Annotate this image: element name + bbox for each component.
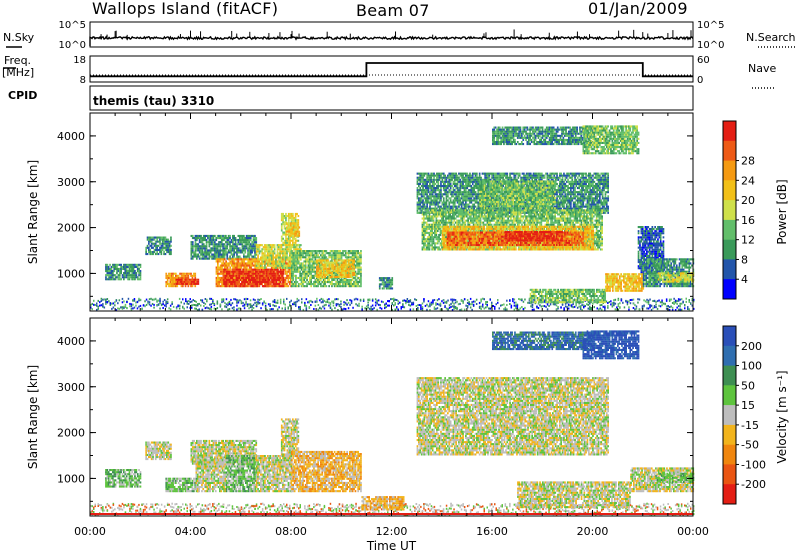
power-panel-colorbar-swatch [723,259,736,280]
velocity-panel-xtick-label: 08:00 [275,525,307,538]
velocity-panel-colorbar-label: -200 [741,478,766,491]
cpid-label: CPID [8,90,37,102]
velocity-panel-xtick-label: 16:00 [476,525,508,538]
power-panel-colorbar-swatch [723,219,736,241]
freq-ytick-top: 18 [73,55,86,66]
velocity-panel-colorbar-swatch [723,464,736,485]
velocity-panel-colorbar-swatch [723,424,736,446]
frequency-series-line [90,62,693,78]
noise-ytick-top: 10^5 [59,20,86,31]
power-panel-colorbar-label: 20 [741,194,755,207]
power-panel-ytick-label: 2000 [57,222,85,235]
power-panel-ytick-label: 4000 [57,130,85,143]
velocity-panel-cells [90,330,695,517]
velocity-panel-ytick-label: 2000 [57,427,85,440]
velocity-panel-colorbar-swatch [723,444,736,465]
power-panel-colorbar-label: 24 [741,174,755,187]
power-panel-colorbar-swatch [723,200,736,221]
nsky-series-line [89,35,694,46]
velocity-panel-colorbar-label: -100 [741,458,766,471]
noise-panel-frame [89,21,694,48]
velocity-panel-colorbar-swatch [723,405,736,426]
freq-ytick-bottom: 8 [80,75,86,86]
velocity-panel-colorbar-swatch [723,326,736,347]
velocity-panel-xlabel: Time UT [366,539,417,553]
velocity-panel-xtick-label: 12:00 [376,525,408,538]
power-panel-colorbar-label: 4 [741,273,748,286]
velocity-panel-colorbar-swatch [723,345,736,367]
velocity-panel-colorbar-label: 15 [741,399,755,412]
velocity-panel-colorbar-label: 50 [741,379,755,392]
power-panel-colorbar-swatch [723,160,736,181]
noise-ytick-right-bottom: 10^0 [697,40,724,51]
power-panel-colorbar-swatch [723,279,736,300]
power-panel-colorbar-frame [722,120,737,300]
power-panel-colorbar-swatch [723,239,736,260]
beam-title: Beam 07 [356,2,430,20]
freq-label: Freq. [4,55,31,67]
velocity-panel-colorbar-swatch [723,484,736,505]
power-panel-ytick-label: 1000 [57,267,85,280]
power-panel-colorbar-label: 16 [741,214,755,227]
date-title: 01/Jan/2009 [588,0,688,18]
power-panel-cells [90,125,695,312]
power-panel-ytick-label: 3000 [57,176,85,189]
power-panel-colorbar-label: 8 [741,253,748,266]
velocity-panel-colorbar-swatch [723,365,736,386]
power-panel-ylabel: Slant Range [km] [26,160,40,264]
velocity-panel-ytick-label: 1000 [57,472,85,485]
velocity-panel-ytick-label: 4000 [57,335,85,348]
power-panel-colorbar-title: Power [dB] [775,179,789,244]
velocity-panel-xtick-label: 00:00 [74,525,106,538]
velocity-panel-colorbar-swatch [723,385,736,406]
velocity-panel-xtick-label: 00:00 [677,525,709,538]
velocity-panel-colorbar-frame [722,325,737,505]
velocity-panel-colorbar-title: Velocity [m s⁻¹] [775,370,789,463]
noise-ytick-bottom: 10^0 [59,40,86,51]
power-panel-colorbar-swatch [723,121,736,142]
nave-ytick-bottom: 0 [697,75,703,86]
nsearch-label: N.Search [746,32,796,44]
power-panel-colorbar-label: 12 [741,234,755,247]
velocity-panel-xtick-label: 20:00 [577,525,609,538]
nsky-label: N.Sky [3,32,34,44]
velocity-panel-colorbar-label: 100 [741,360,762,373]
velocity-panel-ylabel: Slant Range [km] [26,365,40,469]
station-title: Wallops Island (fitACF) [92,0,278,18]
power-panel-colorbar-label: 28 [741,155,755,168]
nave-label: Nave [748,63,776,75]
power-panel-colorbar-swatch [723,140,736,162]
nave-ytick-top: 60 [697,55,710,66]
freq-panel-frame [89,55,694,83]
velocity-panel-xtick-label: 04:00 [175,525,207,538]
noise-ytick-right-top: 10^5 [697,20,724,31]
velocity-panel-colorbar-label: -15 [741,419,759,432]
velocity-panel-colorbar-label: -50 [741,439,759,452]
velocity-panel-ytick-label: 3000 [57,381,85,394]
freq-unit-label: [MHz] [2,67,34,79]
velocity-panel-colorbar-label: 200 [741,340,762,353]
power-panel-colorbar-swatch [723,180,736,201]
cpid-text: themis (tau) 3310 [93,95,214,107]
cpid-panel-frame [89,85,694,111]
